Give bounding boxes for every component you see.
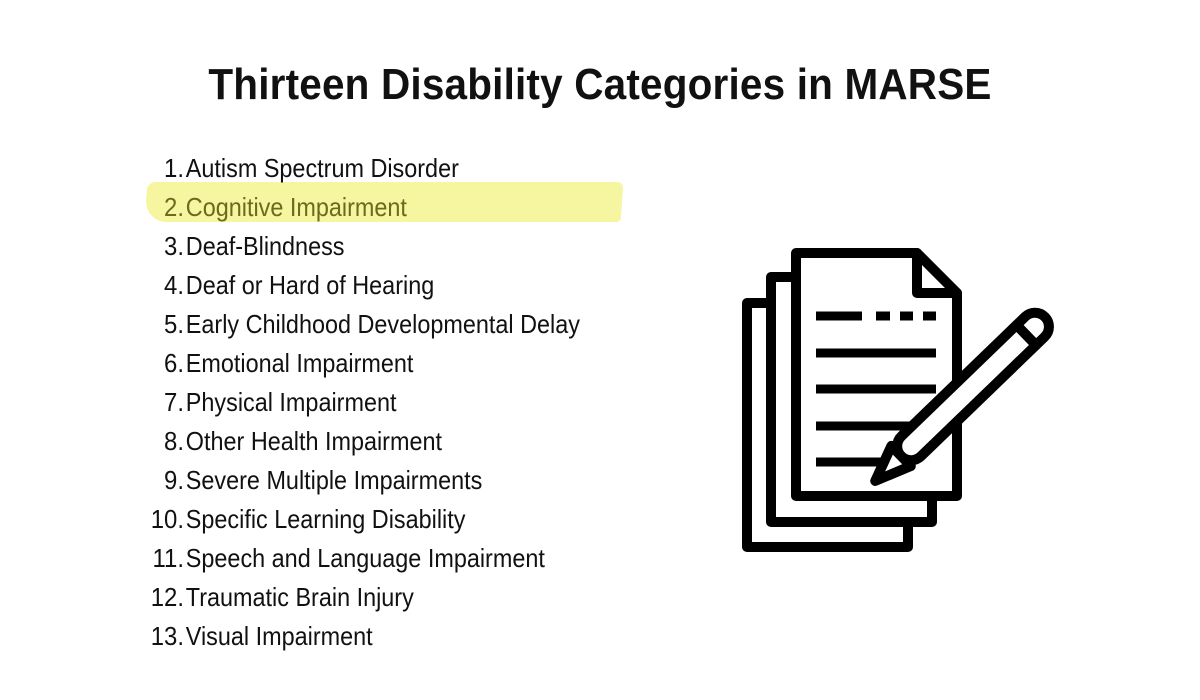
list-item-label: Autism Spectrum Disorder: [185, 153, 459, 183]
list-item-number: 1.: [164, 153, 184, 183]
list-item-label: Visual Impairment: [185, 621, 373, 651]
list-item-label: Early Childhood Developmental Delay: [185, 309, 580, 339]
pencil-tip: [870, 440, 916, 486]
list-item-number: 12.: [150, 582, 184, 612]
list-item-label: Other Health Impairment: [185, 426, 443, 456]
list-item: 9. Severe Multiple Impairments: [140, 461, 660, 500]
list-item-label: Emotional Impairment: [185, 348, 414, 378]
category-list: 1. Autism Spectrum Disorder 2. Cognitive…: [140, 149, 660, 656]
list-item-label: Physical Impairment: [185, 387, 397, 417]
list-item-label: Specific Learning Disability: [185, 504, 466, 534]
list-item: 3. Deaf-Blindness: [140, 227, 660, 266]
documents-with-pencil-icon: [742, 248, 1054, 552]
folded-corner: [912, 248, 962, 298]
slide-title: Thirteen Disability Categories in MARSE: [208, 60, 992, 109]
list-item: 1. Autism Spectrum Disorder: [140, 149, 660, 188]
list-item-number: 13.: [150, 621, 184, 651]
list-item-number: 9.: [164, 465, 184, 495]
list-item: 11. Speech and Language Impairment: [140, 539, 660, 578]
list-item-number: 2.: [164, 192, 184, 222]
list-item-number: 3.: [164, 231, 184, 261]
list-item-label: Severe Multiple Impairments: [185, 465, 483, 495]
list-item-number: 4.: [164, 270, 184, 300]
list-item-label: Deaf or Hard of Hearing: [185, 270, 435, 300]
list-item: 12. Traumatic Brain Injury: [140, 578, 660, 617]
list-item-number: 6.: [164, 348, 184, 378]
list-item-number: 7.: [164, 387, 184, 417]
list-item-label: Speech and Language Impairment: [185, 543, 545, 573]
list-item: 4. Deaf or Hard of Hearing: [140, 266, 660, 305]
list-item: 5. Early Childhood Developmental Delay: [140, 305, 660, 344]
list-item: 2. Cognitive Impairment: [140, 188, 660, 227]
list-item-label: Cognitive Impairment: [185, 192, 407, 222]
pencil: [870, 307, 1054, 486]
list-item: 13. Visual Impairment: [140, 617, 660, 656]
list-item-number: 5.: [164, 309, 184, 339]
list-item-number: 11.: [152, 543, 184, 573]
list-item-label: Deaf-Blindness: [185, 231, 345, 261]
list-item: 10. Specific Learning Disability: [140, 500, 660, 539]
list-item-label: Traumatic Brain Injury: [185, 582, 414, 612]
list-item-number: 10.: [150, 504, 184, 534]
list-item: 6. Emotional Impairment: [140, 344, 660, 383]
list-item: 8. Other Health Impairment: [140, 422, 660, 461]
list-item-number: 8.: [164, 426, 184, 456]
list-item: 7. Physical Impairment: [140, 383, 660, 422]
